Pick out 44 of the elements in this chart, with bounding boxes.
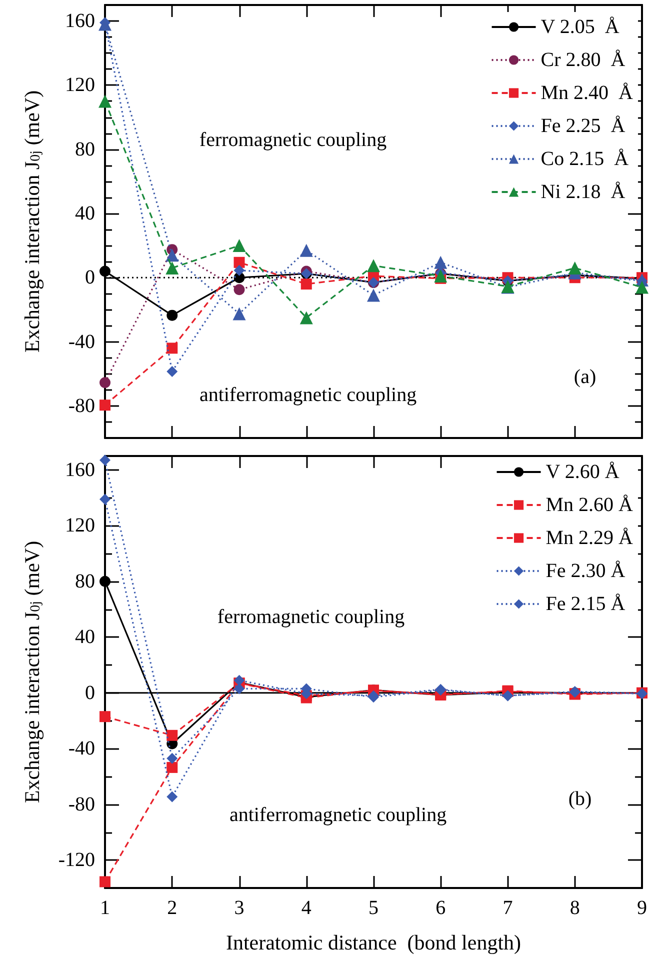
annotation: (a) <box>574 366 596 388</box>
y-tick-label: 120 <box>65 514 95 537</box>
x-tick-label: 9 <box>637 897 647 919</box>
y-tick-label: -80 <box>68 793 95 816</box>
x-tick-label: 8 <box>570 897 580 919</box>
y-tick-label: 160 <box>65 458 95 481</box>
y-tick-label: 40 <box>75 626 95 648</box>
y-tick-label: 80 <box>75 138 95 160</box>
x-tick-label: 3 <box>234 897 244 919</box>
y-tick-label: -80 <box>68 394 95 417</box>
legend-label: V 2.05 Å <box>540 16 620 38</box>
annotation: ferromagnetic coupling <box>217 606 405 628</box>
legend-label: V 2.60 Å <box>546 461 620 483</box>
legend-label: Ni 2.18 Å <box>540 181 626 203</box>
legend-label: Co 2.15 Å <box>540 148 630 170</box>
y-tick-label: 0 <box>85 266 95 289</box>
y-tick-label: -40 <box>68 330 95 353</box>
y-tick-label: 40 <box>75 202 95 224</box>
legend-label: Fe 2.15 Å <box>546 593 626 615</box>
y-tick-label: -40 <box>68 738 95 760</box>
y-tick-label: 120 <box>65 74 95 96</box>
x-tick-label: 6 <box>436 897 446 919</box>
x-tick-label: 2 <box>167 897 178 919</box>
x-tick-label: 1 <box>100 897 110 919</box>
y-tick-label: -120 <box>58 849 95 872</box>
x-tick-label: 4 <box>301 897 312 919</box>
x-tick-label: 7 <box>502 897 513 919</box>
y-tick-label: 80 <box>75 570 95 592</box>
legend-label: Fe 2.30 Å <box>546 560 626 582</box>
annotation: antiferromagnetic coupling <box>199 384 417 406</box>
y-tick-label: 0 <box>85 682 95 704</box>
annotation: antiferromagnetic coupling <box>229 804 447 826</box>
annotation: (b) <box>568 788 592 810</box>
x-axis-title: Interatomic distance (bond length) <box>226 930 522 954</box>
legend-label: Mn 2.29 Å <box>546 527 634 549</box>
annotation: ferromagnetic coupling <box>199 129 387 151</box>
x-tick-label: 5 <box>368 897 378 919</box>
legend-label: Cr 2.80 Å <box>540 49 626 71</box>
y-tick-label: 160 <box>65 10 95 32</box>
legend-label: Fe 2.25 Å <box>540 115 626 137</box>
y-axis-title: Exchange interaction J0j (meV) <box>20 540 44 804</box>
y-axis-title: Exchange interaction J0j (meV) <box>20 90 44 353</box>
legend-label: Mn 2.60 Å <box>546 494 634 516</box>
legend-label: Mn 2.40 Å <box>540 82 634 104</box>
